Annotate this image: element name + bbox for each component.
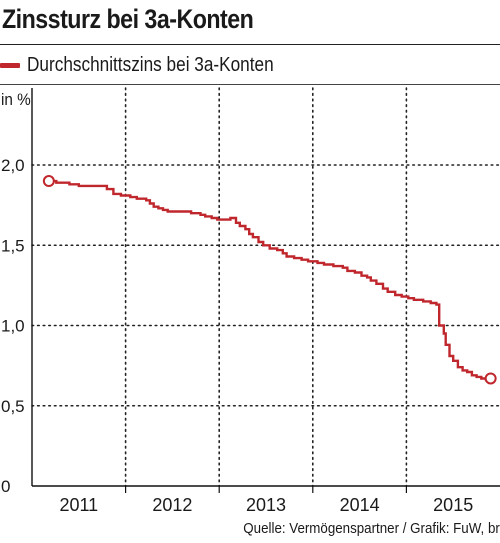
y-tick-label: 2,0: [1, 156, 25, 175]
y-axis-unit-label: in %: [1, 90, 31, 109]
legend-rule: [0, 84, 500, 85]
x-tick-label: 2014: [340, 495, 380, 515]
y-tick-label: 0: [1, 477, 10, 496]
y-tick-label: 1,0: [1, 317, 25, 336]
title-rule: [0, 44, 500, 45]
x-tick-label: 2012: [152, 495, 192, 515]
end-point-marker: [484, 372, 497, 385]
x-tick-label: 2013: [246, 495, 286, 515]
legend-label: Durchschnittszins bei 3a-Konten: [27, 54, 274, 76]
series-line: [48, 179, 492, 382]
legend-swatch: [0, 63, 20, 68]
x-tick-label: 2015: [433, 495, 473, 515]
source-note: Quelle: Vermögenspartner / Grafik: FuW, …: [243, 521, 500, 537]
start-point-marker: [42, 175, 55, 188]
y-tick-label: 0,5: [1, 397, 25, 416]
y-tick-label: 1,5: [1, 236, 25, 255]
x-tick-label: 2011: [59, 495, 98, 515]
chart-title: Zinssturz bei 3a-Konten: [2, 4, 254, 34]
